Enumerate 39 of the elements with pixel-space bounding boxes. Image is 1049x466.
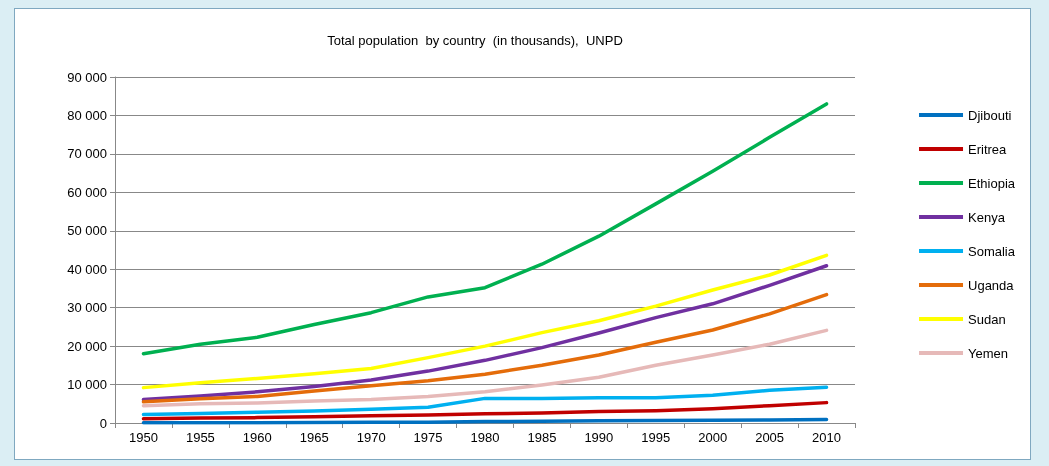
legend-label: Eritrea <box>968 141 1008 157</box>
x-tick-label: 1960 <box>242 430 272 445</box>
x-tick-label: 1970 <box>356 430 386 445</box>
y-tick-label: 20 000 <box>67 338 107 354</box>
y-tick-label: 50 000 <box>67 223 107 239</box>
y-tick-label: 40 000 <box>67 261 107 277</box>
x-tick-label: 1995 <box>641 430 671 445</box>
line-series <box>141 102 829 356</box>
y-tick-label: 0 <box>99 415 107 431</box>
legend-label: Djibouti <box>968 107 1012 123</box>
x-tick-label: 1980 <box>470 430 500 445</box>
line-series <box>141 328 829 408</box>
x-tick-label: 1975 <box>413 430 443 445</box>
x-tick-label: 2000 <box>698 430 728 445</box>
x-tick-label: 1965 <box>299 430 329 445</box>
legend-label: Uganda <box>968 277 1015 293</box>
line-series <box>141 385 829 417</box>
legend-label: Yemen <box>968 345 1009 361</box>
line-series <box>141 253 829 390</box>
legend-label: Kenya <box>968 209 1006 225</box>
x-tick-label: 1990 <box>584 430 614 445</box>
x-tick-label: 1950 <box>129 430 158 445</box>
line-series <box>141 292 829 404</box>
y-tick-label: 90 000 <box>67 69 107 85</box>
y-tick-label: 60 000 <box>67 184 107 200</box>
legend-label: Somalia <box>968 243 1016 259</box>
y-tick-label: 10 000 <box>67 377 107 393</box>
x-tick-label: 1985 <box>527 430 557 445</box>
line-series <box>141 264 829 402</box>
x-tick-label: 1955 <box>185 430 215 445</box>
line-series <box>141 400 829 421</box>
y-tick-label: 70 000 <box>67 146 107 162</box>
legend-label: Sudan <box>968 311 1006 327</box>
x-tick-label: 2010 <box>812 430 841 445</box>
legend-label: Ethiopia <box>968 175 1016 191</box>
chart-title: Total population by country (in thousands), UNPD <box>327 33 623 48</box>
y-tick-label: 30 000 <box>67 300 107 316</box>
y-tick-label: 80 000 <box>67 107 107 123</box>
x-tick-label: 2005 <box>755 430 785 445</box>
